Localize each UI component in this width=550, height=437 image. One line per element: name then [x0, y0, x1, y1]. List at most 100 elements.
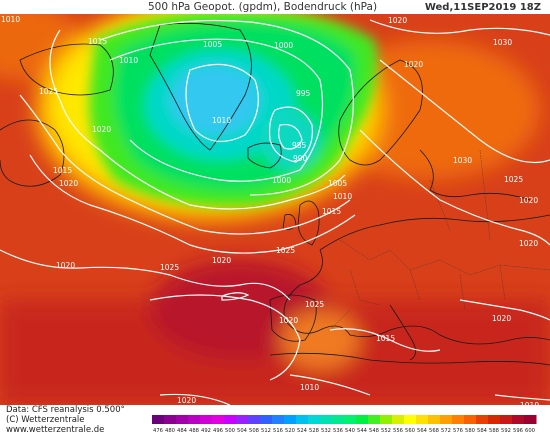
- isobar-label: 1025: [276, 246, 295, 255]
- legend-tick: 512: [261, 428, 271, 434]
- legend-tick: 564: [417, 428, 428, 434]
- legend-tick: 600: [525, 428, 535, 434]
- legend-tick: 580: [465, 428, 475, 434]
- valid-time: Wed,11SEP2019 18Z: [424, 2, 541, 13]
- legend-swatch: [260, 415, 273, 424]
- legend-tick: 544: [357, 428, 368, 434]
- legend-swatch: [272, 415, 285, 424]
- legend-tick: 536: [333, 428, 343, 434]
- legend-tick: 552: [381, 428, 391, 434]
- legend-tick: 560: [405, 428, 415, 434]
- coastlines: [0, 22, 550, 366]
- isobar-label: 1010: [520, 401, 539, 410]
- legend-tick: 576: [453, 428, 463, 434]
- isobar-label: 1015: [376, 334, 395, 343]
- isobar-label: 990: [293, 154, 308, 163]
- legend-swatch: [524, 415, 537, 424]
- isobar-label: 1020: [92, 125, 111, 134]
- isobar-label: 1015: [88, 37, 107, 46]
- isobar-label: 1010: [1, 15, 20, 24]
- country-borders: [329, 149, 550, 331]
- legend-swatch: [212, 415, 225, 424]
- isobar-label: 1025: [39, 87, 58, 96]
- legend-tick: 508: [249, 428, 259, 434]
- legend-tick: 520: [285, 428, 295, 434]
- isobar-label: 1030: [453, 156, 472, 165]
- legend-tick: 532: [321, 428, 331, 434]
- legend-swatch: [332, 415, 345, 424]
- legend-swatch: [392, 415, 405, 424]
- legend-swatch: [416, 415, 429, 424]
- legend-swatch: [368, 415, 381, 424]
- isobar-label: 1020: [59, 179, 78, 188]
- legend-tick: 484: [177, 428, 188, 434]
- legend-swatch: [356, 415, 369, 424]
- map-title: 500 hPa Geopot. (gpdm), Bodendruck (hPa): [148, 1, 378, 13]
- isobar-label: 985: [292, 141, 307, 150]
- isobar-label: 1025: [305, 300, 324, 309]
- isobar-label: 1010: [119, 56, 138, 65]
- legend-swatch: [152, 415, 165, 424]
- legend-tick: 572: [441, 428, 451, 434]
- isobar-lines: [0, 19, 550, 405]
- legend-swatch: [380, 415, 393, 424]
- copyright: (C) Wetterzentrale: [6, 415, 85, 425]
- legend-tick: 540: [345, 428, 355, 434]
- data-source: Data: CFS reanalysis 0.500°: [6, 405, 125, 415]
- legend-swatch: [452, 415, 465, 424]
- legend-swatch: [500, 415, 513, 424]
- isobar-label: 1015: [53, 166, 72, 175]
- legend-swatch: [188, 415, 201, 424]
- legend-swatch: [224, 415, 237, 424]
- legend-swatch: [488, 415, 501, 424]
- legend-tick: 516: [273, 428, 283, 434]
- legend-tick: 476: [153, 428, 163, 434]
- legend-tick: 480: [165, 428, 175, 434]
- isobar-label: 1020: [212, 256, 231, 265]
- isobar-labels: 1010 1015 1010 1005 1000 1020 1030 1020 1025 995 1…: [1, 15, 539, 410]
- isobar-label: 1030: [493, 38, 512, 47]
- isobar-label: 1015: [322, 207, 341, 216]
- isobar-label: 1020: [519, 239, 538, 248]
- isobar-label: 1020: [56, 261, 75, 270]
- legend-tick: 584: [477, 428, 488, 434]
- legend-tick: 588: [489, 428, 499, 434]
- website-link[interactable]: www.wetterzentrale.de: [6, 425, 105, 435]
- isobar-label: 1020: [388, 16, 407, 25]
- legend-tick: 488: [189, 428, 199, 434]
- isobar-label: 1010: [333, 192, 352, 201]
- legend-swatch: [176, 415, 189, 424]
- legend-tick-labels: 476 480 484 488 492 496 500 504 508 512 516 520 524 5…: [153, 428, 535, 434]
- legend-swatch: [248, 415, 261, 424]
- legend-tick: 496: [213, 428, 223, 434]
- isobar-label: 1005: [328, 179, 347, 188]
- legend-swatch: [404, 415, 417, 424]
- isobar-label: 1025: [504, 175, 523, 184]
- isobar-label: 1020: [519, 196, 538, 205]
- legend-swatch: [344, 415, 357, 424]
- legend-swatch: [236, 415, 249, 424]
- legend-tick: 492: [201, 428, 211, 434]
- legend-tick: 568: [429, 428, 439, 434]
- legend-swatch: [308, 415, 321, 424]
- isobar-label: 1020: [279, 316, 298, 325]
- legend-swatch: [440, 415, 453, 424]
- isobar-label: 1020: [492, 314, 511, 323]
- legend-tick: 528: [309, 428, 319, 434]
- color-legend: 476 480 484 488 492 496 500 504 508 512 516 520 524 5…: [152, 415, 537, 434]
- legend-swatch: [164, 415, 177, 424]
- legend-swatch: [464, 415, 477, 424]
- legend-swatch: [476, 415, 489, 424]
- legend-swatch: [428, 415, 441, 424]
- legend-swatch: [284, 415, 297, 424]
- isobar-label: 1010: [212, 116, 231, 125]
- legend-tick: 500: [225, 428, 235, 434]
- legend-color-bar: [152, 415, 537, 424]
- geopotential-field: 1010 1015 1010 1005 1000 1020 1030 1020 1025 995 1…: [0, 14, 550, 410]
- isobar-label: 995: [296, 89, 311, 98]
- isobar-label: 1010: [300, 383, 319, 392]
- legend-tick: 596: [513, 428, 523, 434]
- legend-swatch: [200, 415, 213, 424]
- legend-swatch: [512, 415, 525, 424]
- legend-swatch: [320, 415, 333, 424]
